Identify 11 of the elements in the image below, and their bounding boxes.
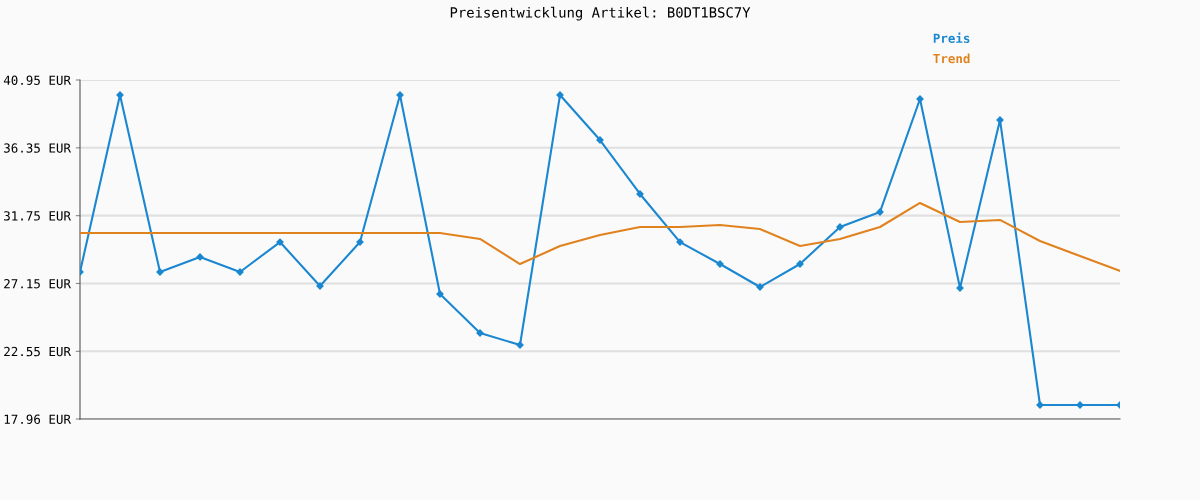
y-tick-label: 36.35 EUR <box>4 143 71 153</box>
y-tick-label: 27.15 EUR <box>4 278 71 289</box>
y-tick-label: 31.75 EUR <box>4 211 71 221</box>
y-tick-label: 40.95 EUR <box>3 75 71 85</box>
y-tick-label: 17.96 EUR <box>4 414 71 424</box>
text: Preis <box>933 32 970 43</box>
point <box>196 253 204 261</box>
line-series <box>80 201 1120 272</box>
chart-title: Preisentwicklung Artikel: B0DT1BSC7Y <box>450 6 751 21</box>
text: Trend <box>933 53 970 64</box>
y-tick-label: 22.55 EUR <box>4 346 71 357</box>
